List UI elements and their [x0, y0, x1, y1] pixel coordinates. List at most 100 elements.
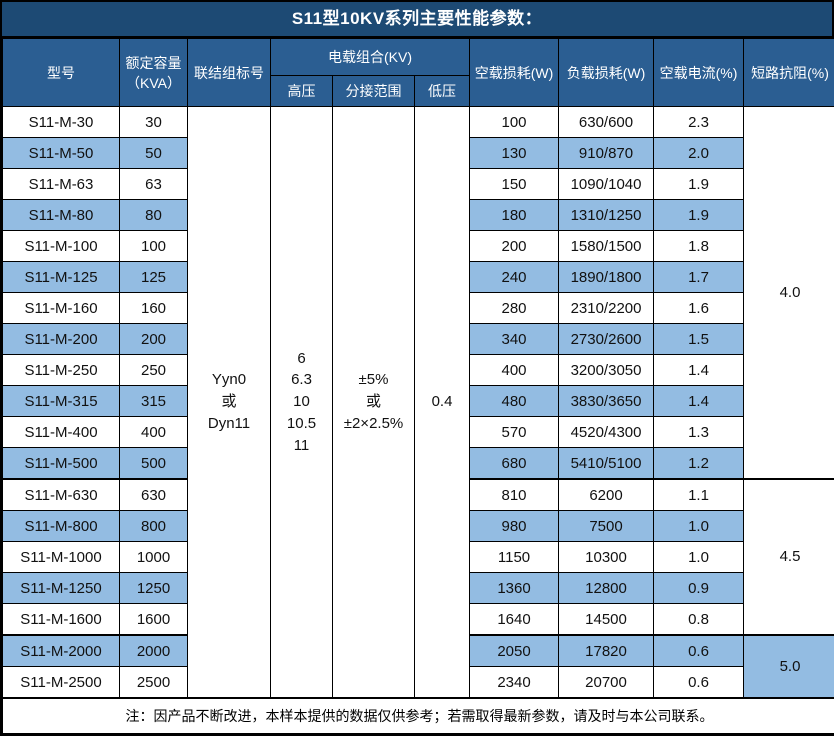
capacity-cell: 400 [120, 417, 188, 448]
no-load-loss-cell: 570 [470, 417, 559, 448]
table-footer: 注：因产品不断改进，本样本提供的数据仅供参考；若需取得最新参数，请及时与本公司联… [3, 698, 834, 734]
header-capacity-line1: 额定容量 [120, 53, 187, 73]
load-loss-cell: 5410/5100 [559, 448, 654, 480]
model-cell: S11-M-630 [3, 479, 120, 511]
no-load-loss-cell: 1360 [470, 573, 559, 604]
no-load-current-cell: 1.5 [654, 324, 744, 355]
tap-range-cell: ±5%或±2×2.5% [333, 107, 415, 699]
no-load-current-cell: 1.9 [654, 169, 744, 200]
capacity-cell: 160 [120, 293, 188, 324]
model-cell: S11-M-100 [3, 231, 120, 262]
load-loss-cell: 14500 [559, 604, 654, 636]
no-load-loss-cell: 400 [470, 355, 559, 386]
no-load-current-cell: 1.8 [654, 231, 744, 262]
capacity-cell: 315 [120, 386, 188, 417]
tap-range-cell-line: ±5% [333, 369, 414, 391]
no-load-loss-cell: 810 [470, 479, 559, 511]
lv-cell-line: 0.4 [415, 391, 469, 413]
no-load-current-cell: 0.9 [654, 573, 744, 604]
no-load-current-cell: 2.3 [654, 107, 744, 138]
page-title: S11型10KV系列主要性能参数： [2, 2, 832, 38]
capacity-cell: 100 [120, 231, 188, 262]
load-loss-cell: 1310/1250 [559, 200, 654, 231]
header-lv: 低压 [415, 76, 470, 107]
no-load-loss-cell: 150 [470, 169, 559, 200]
model-cell: S11-M-400 [3, 417, 120, 448]
no-load-current-cell: 1.4 [654, 386, 744, 417]
load-loss-cell: 3200/3050 [559, 355, 654, 386]
no-load-loss-cell: 240 [470, 262, 559, 293]
no-load-loss-cell: 480 [470, 386, 559, 417]
header-hv: 高压 [271, 76, 333, 107]
model-cell: S11-M-160 [3, 293, 120, 324]
impedance-cell: 5.0 [744, 635, 834, 698]
capacity-cell: 2000 [120, 635, 188, 667]
spec-table: 型号 额定容量 （KVA） 联结组标号 电载组合(KV) 空载损耗(W) 负载损… [2, 38, 834, 734]
lv-cell: 0.4 [415, 107, 470, 699]
no-load-current-cell: 1.0 [654, 511, 744, 542]
capacity-cell: 800 [120, 511, 188, 542]
no-load-loss-cell: 1640 [470, 604, 559, 636]
header-connection: 联结组标号 [188, 39, 271, 107]
hv-cell-line: 10 [271, 391, 332, 413]
no-load-current-cell: 2.0 [654, 138, 744, 169]
capacity-cell: 50 [120, 138, 188, 169]
no-load-current-cell: 1.4 [654, 355, 744, 386]
header-tap-range: 分接范围 [333, 76, 415, 107]
connection-cell-line: Dyn11 [188, 413, 270, 435]
load-loss-cell: 7500 [559, 511, 654, 542]
model-cell: S11-M-1000 [3, 542, 120, 573]
model-cell: S11-M-63 [3, 169, 120, 200]
model-cell: S11-M-2000 [3, 635, 120, 667]
load-loss-cell: 10300 [559, 542, 654, 573]
no-load-current-cell: 1.3 [654, 417, 744, 448]
impedance-cell: 4.5 [744, 479, 834, 635]
capacity-cell: 80 [120, 200, 188, 231]
load-loss-cell: 1090/1040 [559, 169, 654, 200]
load-loss-cell: 1580/1500 [559, 231, 654, 262]
no-load-current-cell: 0.8 [654, 604, 744, 636]
model-cell: S11-M-800 [3, 511, 120, 542]
model-cell: S11-M-80 [3, 200, 120, 231]
model-cell: S11-M-125 [3, 262, 120, 293]
load-loss-cell: 20700 [559, 667, 654, 699]
load-loss-cell: 910/870 [559, 138, 654, 169]
model-cell: S11-M-2500 [3, 667, 120, 699]
tap-range-cell-line: 或 [333, 391, 414, 413]
no-load-loss-cell: 1150 [470, 542, 559, 573]
impedance-cell: 4.0 [744, 107, 834, 480]
no-load-loss-cell: 180 [470, 200, 559, 231]
capacity-cell: 200 [120, 324, 188, 355]
load-loss-cell: 630/600 [559, 107, 654, 138]
model-cell: S11-M-250 [3, 355, 120, 386]
capacity-cell: 500 [120, 448, 188, 480]
model-cell: S11-M-500 [3, 448, 120, 480]
model-cell: S11-M-315 [3, 386, 120, 417]
load-loss-cell: 2310/2200 [559, 293, 654, 324]
model-cell: S11-M-50 [3, 138, 120, 169]
model-cell: S11-M-1600 [3, 604, 120, 636]
capacity-cell: 125 [120, 262, 188, 293]
no-load-current-cell: 1.6 [654, 293, 744, 324]
no-load-current-cell: 0.6 [654, 635, 744, 667]
capacity-cell: 30 [120, 107, 188, 138]
capacity-cell: 2500 [120, 667, 188, 699]
load-loss-cell: 17820 [559, 635, 654, 667]
no-load-loss-cell: 200 [470, 231, 559, 262]
load-loss-cell: 2730/2600 [559, 324, 654, 355]
hv-cell-line: 11 [271, 435, 332, 457]
load-loss-cell: 6200 [559, 479, 654, 511]
load-loss-cell: 12800 [559, 573, 654, 604]
header-voltage-group: 电载组合(KV) [271, 39, 470, 76]
no-load-loss-cell: 100 [470, 107, 559, 138]
no-load-current-cell: 1.1 [654, 479, 744, 511]
capacity-cell: 1000 [120, 542, 188, 573]
footer-note: 注：因产品不断改进，本样本提供的数据仅供参考；若需取得最新参数，请及时与本公司联… [3, 698, 834, 734]
header-model: 型号 [3, 39, 120, 107]
no-load-current-cell: 1.9 [654, 200, 744, 231]
